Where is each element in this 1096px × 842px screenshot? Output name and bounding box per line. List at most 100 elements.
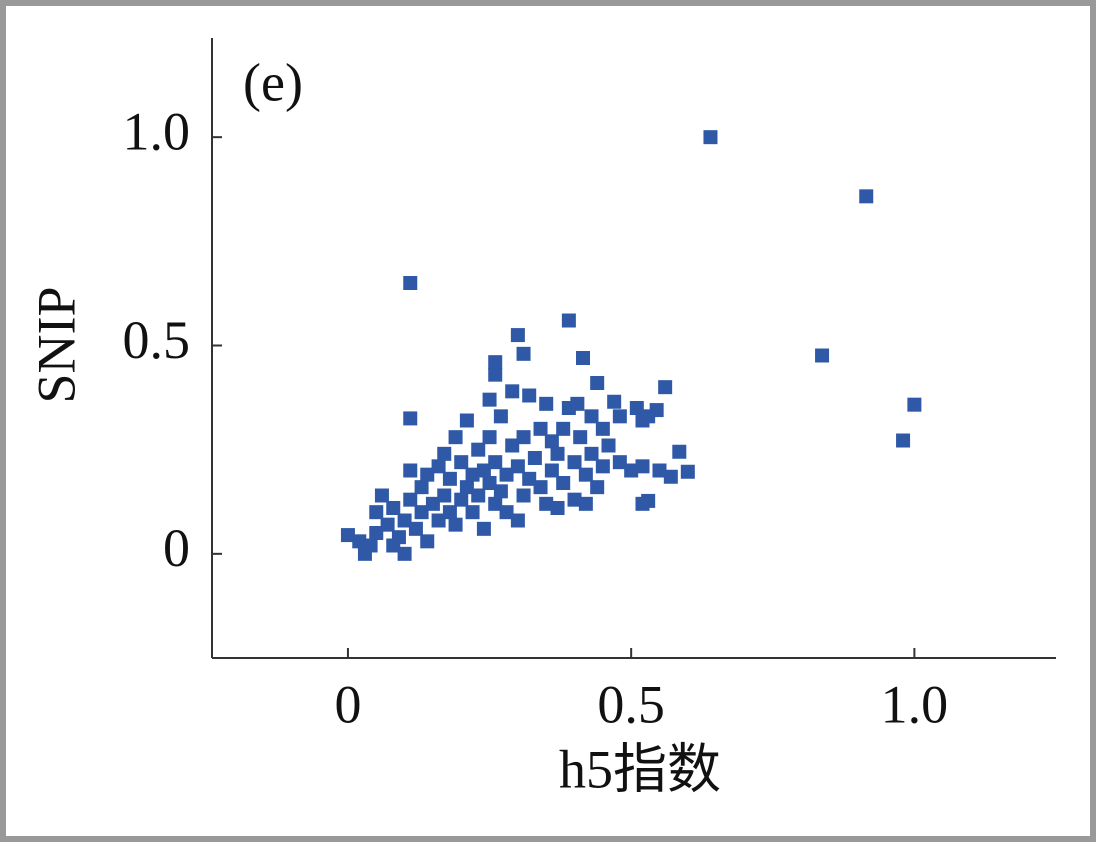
point [578,467,593,482]
point [567,492,582,507]
point [465,505,480,520]
point [556,421,571,436]
y-axis-label: SNIP [26,286,86,403]
point [352,534,367,549]
point [403,411,418,426]
point [488,367,503,382]
point [369,526,384,540]
point [391,530,406,545]
point [595,421,610,436]
point [561,313,576,328]
point [576,351,591,365]
point [448,430,463,445]
point [533,480,548,495]
point [431,459,446,474]
point [522,471,537,486]
point [499,467,514,482]
point [499,505,514,520]
point [550,446,565,461]
y-tick-label: 0.5 [123,310,191,370]
point [403,492,418,507]
point [516,488,531,503]
point [425,496,440,511]
point [403,463,418,478]
point [442,505,457,520]
point [584,446,599,461]
point [544,434,559,449]
point [573,430,588,445]
point [533,421,548,436]
point [437,446,452,461]
point [380,517,395,532]
point [584,409,599,424]
point [663,469,678,484]
point [476,521,491,536]
point [556,476,571,490]
point [420,467,435,482]
x-tick-label: 0 [334,674,361,734]
point [386,501,401,515]
point [482,430,497,445]
point [442,471,457,486]
point [703,130,718,145]
point [544,463,559,478]
point [578,496,593,511]
point [815,348,830,363]
point [561,401,576,415]
x-tick-label: 0.5 [597,674,665,734]
point [476,463,491,478]
point [658,380,673,395]
point [482,476,497,490]
point [505,384,520,399]
point [408,521,423,536]
point [488,496,503,511]
point [414,480,429,495]
point [522,388,537,403]
point [420,534,435,549]
point [482,392,497,407]
point [539,396,554,411]
point [505,438,520,453]
point [567,455,582,470]
point [510,459,525,474]
point [680,464,695,479]
point [516,346,531,361]
point [601,438,616,453]
point [624,463,639,478]
point [629,401,644,415]
point [363,538,378,553]
point [527,451,542,465]
point [403,276,418,290]
point [896,433,911,448]
y-tick-label: 0 [163,518,190,578]
point [590,376,605,390]
annotation: (e) [243,52,303,112]
point [454,492,469,507]
point [907,397,922,412]
point [641,409,656,424]
point [459,480,474,495]
point [493,409,508,424]
point [595,459,610,474]
point [590,480,605,495]
point [454,455,469,470]
point [471,488,486,503]
point [550,501,565,515]
point [437,488,452,503]
x-axis-label: h5指数 [559,739,721,799]
point [465,467,480,482]
point [340,528,355,543]
point [672,444,687,459]
point [374,488,389,503]
point [516,430,531,445]
point [488,455,503,470]
point [510,513,525,528]
x-tick-label: 1.0 [881,674,949,734]
point [493,484,508,499]
point [510,328,525,343]
point [471,442,486,457]
point [488,355,503,370]
